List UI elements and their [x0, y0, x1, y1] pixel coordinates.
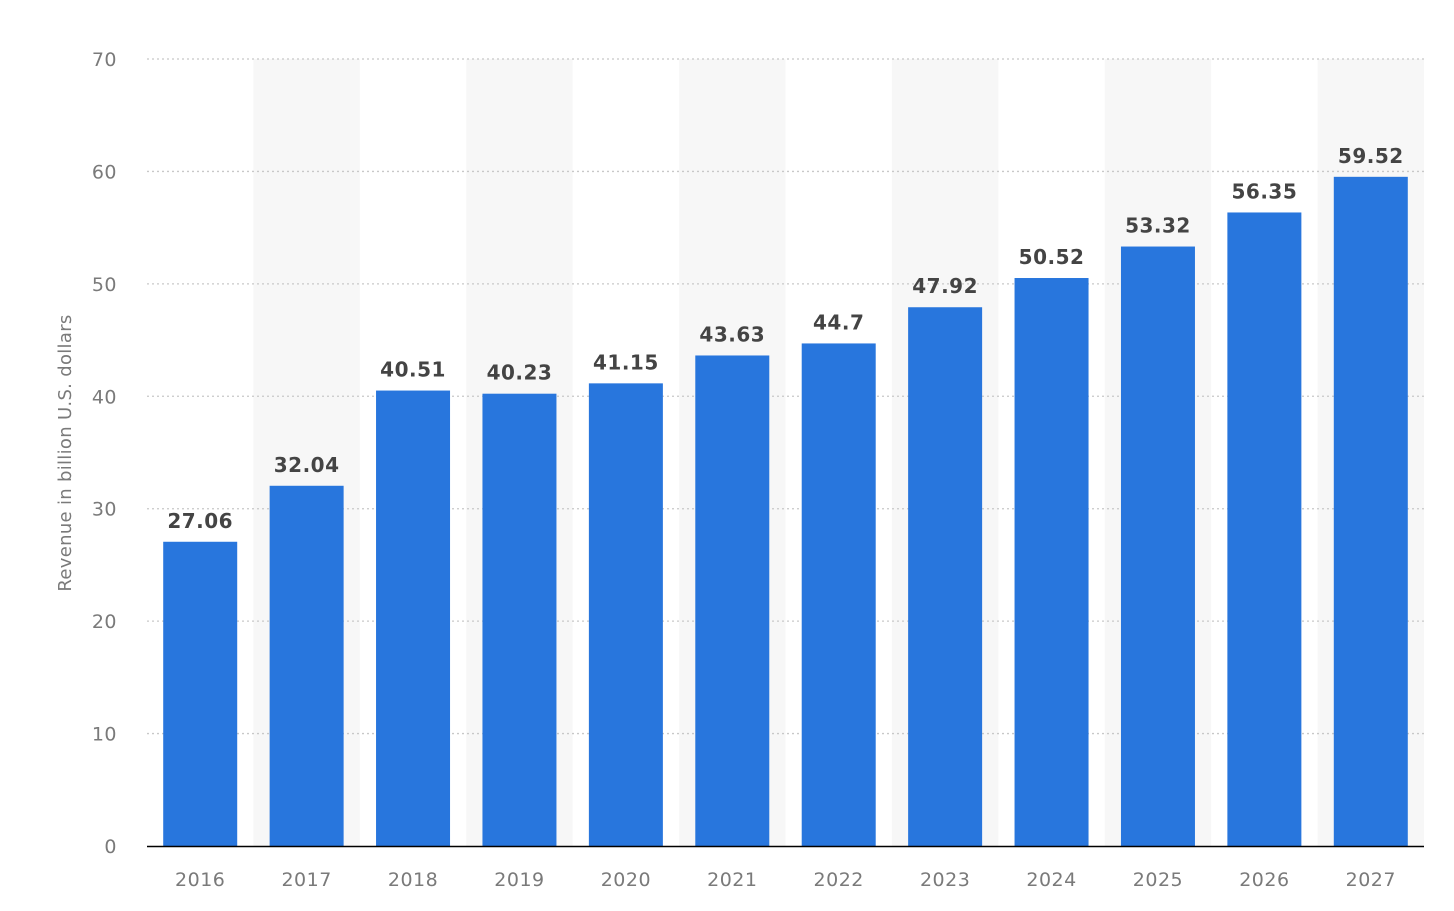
y-tick-label: 10	[92, 724, 117, 746]
data-label-2016: 27.06	[167, 509, 233, 533]
data-label-2022: 44.7	[813, 310, 864, 334]
bar-2027	[1333, 176, 1408, 847]
data-label-2018: 40.51	[380, 358, 446, 382]
data-label-2027: 59.52	[1338, 144, 1404, 168]
x-tick-label-2018: 2018	[388, 869, 438, 891]
y-tick-label: 30	[92, 499, 117, 521]
data-label-2023: 47.92	[912, 274, 978, 298]
bar-2016	[163, 541, 238, 846]
x-tick-label-2025: 2025	[1133, 869, 1183, 891]
x-axis-ticks: 2016 2017 2018 2019 2020 2021 2022 2023 2024 2025…	[175, 869, 1396, 891]
bar-2021	[695, 355, 770, 846]
x-tick-label-2021: 2021	[707, 869, 757, 891]
bar-2025	[1120, 246, 1195, 846]
data-label-2021: 43.63	[699, 322, 765, 346]
data-label-2020: 41.15	[593, 350, 659, 374]
y-axis-title: Revenue in billion U.S. dollars	[55, 314, 76, 591]
y-tick-label: 60	[92, 161, 117, 183]
y-tick-label: 0	[104, 836, 117, 858]
y-tick-label: 70	[92, 49, 117, 71]
x-tick-label-2026: 2026	[1239, 869, 1289, 891]
x-tick-label-2023: 2023	[920, 869, 970, 891]
data-label-2025: 53.32	[1125, 214, 1191, 238]
y-axis-ticks: 0 10 20 30 40 50 60 70	[92, 49, 117, 858]
bar-2020	[588, 383, 663, 846]
bar-2017	[269, 485, 344, 846]
data-label-2024: 50.52	[1019, 245, 1085, 269]
x-tick-label-2022: 2022	[814, 869, 864, 891]
bar-2023	[908, 307, 983, 846]
bars	[163, 176, 1408, 847]
y-tick-label: 40	[92, 386, 117, 408]
x-tick-label-2020: 2020	[601, 869, 651, 891]
x-tick-label-2027: 2027	[1346, 869, 1396, 891]
bar-2024	[1014, 278, 1089, 846]
data-label-2017: 32.04	[274, 453, 340, 477]
bar-2026	[1227, 212, 1302, 847]
x-tick-label-2019: 2019	[494, 869, 544, 891]
data-label-2019: 40.23	[487, 361, 553, 385]
x-tick-label-2016: 2016	[175, 869, 225, 891]
y-tick-label: 50	[92, 274, 117, 296]
data-label-2026: 56.35	[1231, 179, 1297, 203]
x-tick-label-2024: 2024	[1026, 869, 1076, 891]
bar-2018	[376, 390, 451, 846]
x-tick-label-2017: 2017	[281, 869, 331, 891]
bar-2019	[482, 393, 557, 846]
y-tick-label: 20	[92, 611, 117, 633]
data-labels: 27.06 32.04 40.51 40.23 41.15 43.63 44.7 47.92 5…	[167, 144, 1403, 533]
bar-2022	[801, 343, 876, 846]
